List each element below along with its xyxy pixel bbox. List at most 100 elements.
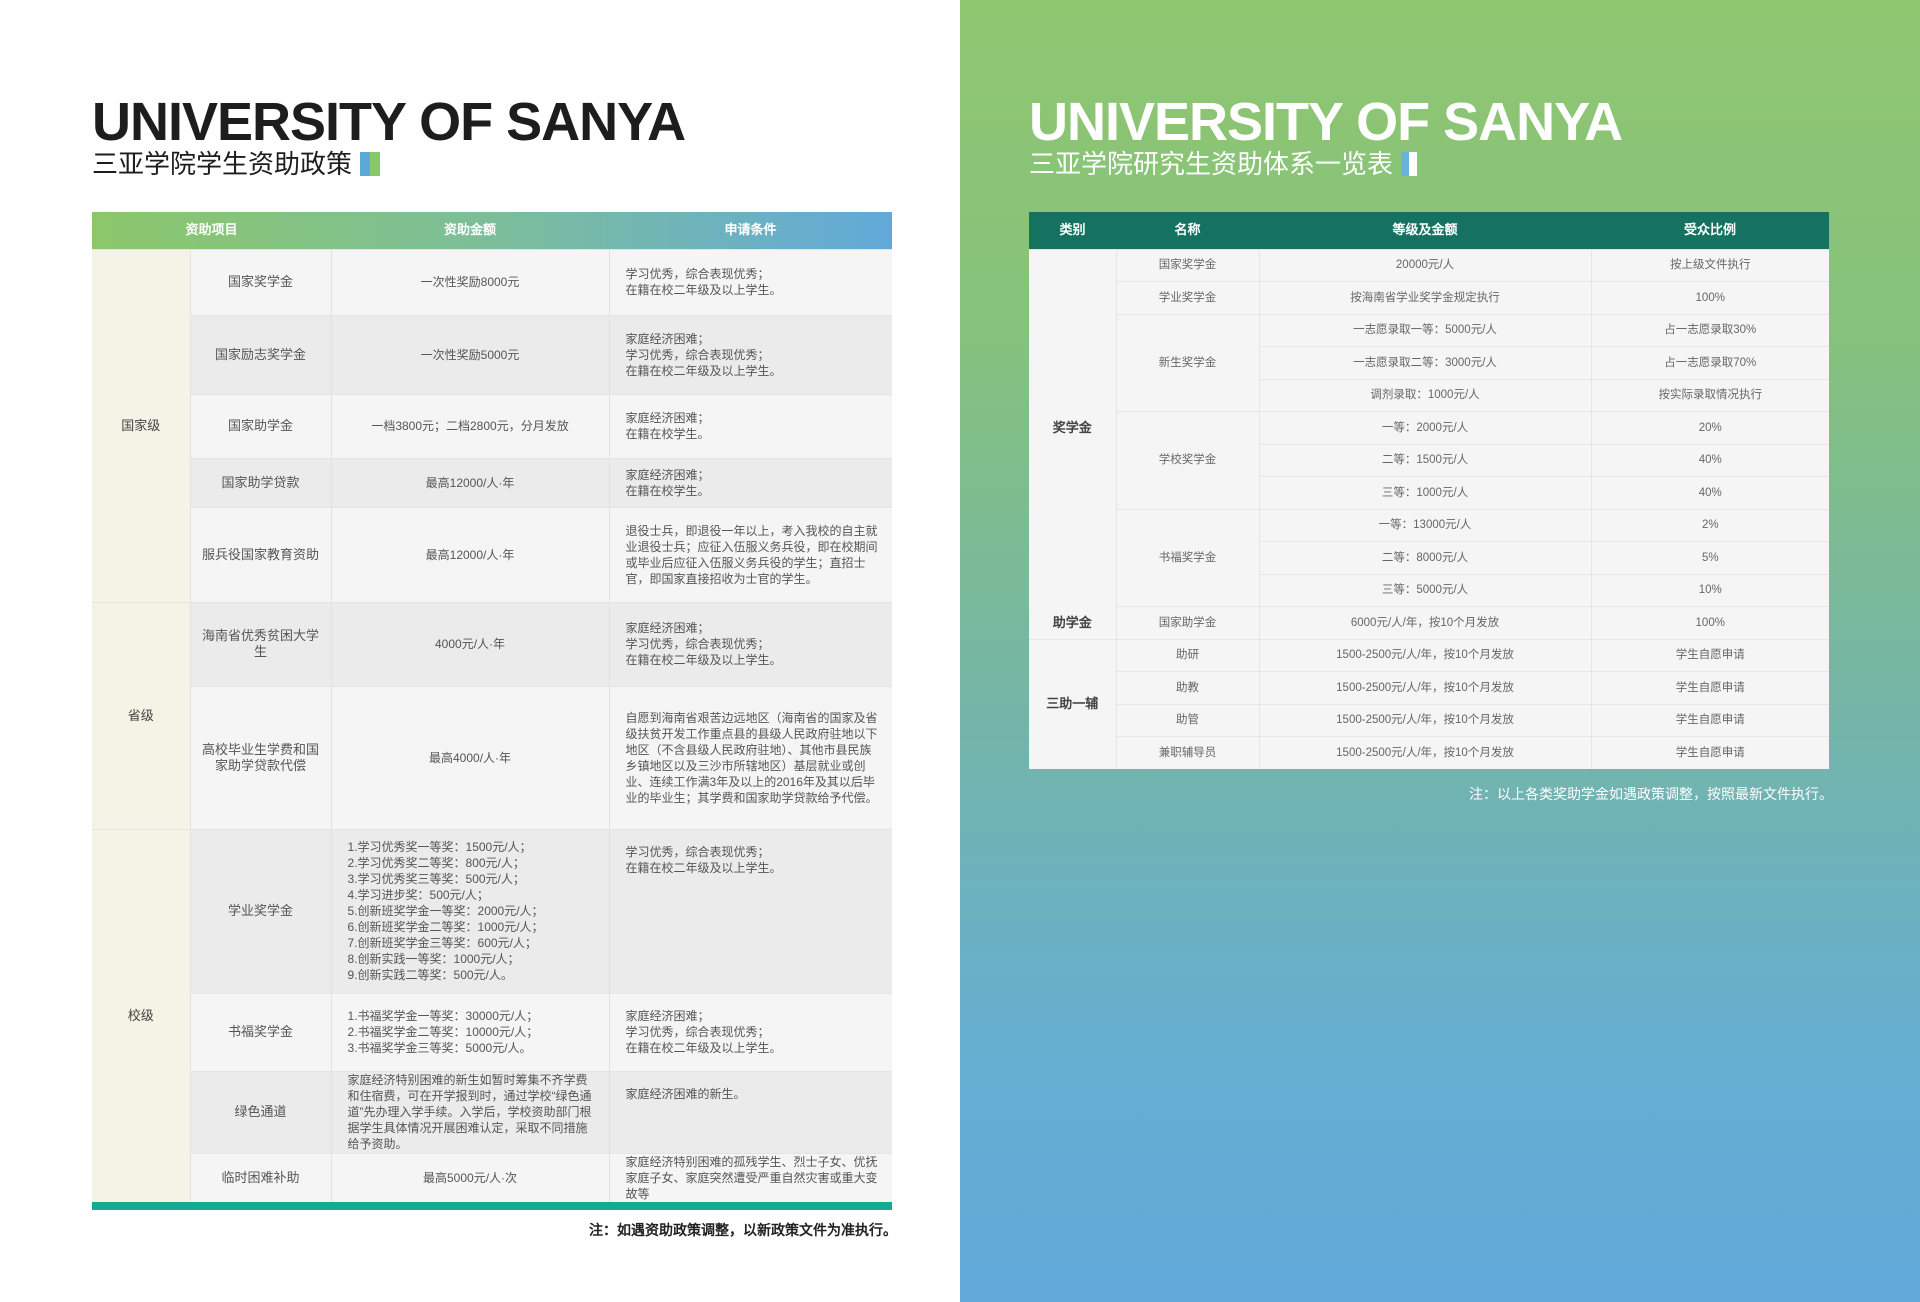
aid-name: 助管 — [1115, 703, 1259, 737]
table-row: 三助一辅 助研 1500-2500元/人/年，按10个月发放 学生自愿申请 — [1029, 638, 1829, 769]
aid-amount: 最高12000/人·年 — [330, 457, 610, 507]
aid-amount: 最高5000元/人·次 — [330, 1152, 610, 1202]
aid-name: 海南省优秀贫困大学生 — [189, 601, 332, 686]
audience-ratio: 2% — [1590, 508, 1829, 542]
header-conditions: 申请条件 — [724, 222, 777, 238]
level-amount: 1500-2500元/人/年，按10个月发放 — [1258, 736, 1591, 769]
table-row: 三等：5000元/人 10% — [1029, 573, 1829, 607]
table-row: 服兵役国家教育资助 最高12000/人·年 退役士兵，即退役一年以上，考入我校的自主… — [92, 506, 893, 602]
level-amount: 三等：1000元/人 — [1258, 476, 1591, 509]
aid-name: 国家助学金 — [189, 393, 332, 458]
header-aid-item: 资助项目 — [185, 222, 238, 238]
aid-amount: 1.学习优秀奖一等奖：1500元/人； 2.学习优秀奖二等奖：800元/人； 3… — [330, 828, 610, 993]
table-row: 二等：8000元/人 5% — [1029, 541, 1829, 574]
graduate-aid-table: 类别 名称 等级及金额 受众比例 奖学金 国家奖学金 20000元/人 按上级文件执行… — [1029, 212, 1829, 769]
header-ratio: 受众比例 — [1591, 212, 1829, 249]
table-bottom-bar — [92, 1202, 892, 1210]
level-amount: 一志愿录取一等：5000元/人 — [1258, 313, 1591, 347]
aid-name: 学校奖学金 — [1115, 411, 1259, 509]
color-block-icon — [360, 152, 381, 176]
table-row: 奖学金 国家奖学金 20000元/人 按上级文件执行 — [1029, 248, 1829, 607]
aid-name: 学业奖学金 — [189, 828, 332, 993]
aid-condition: 家庭经济困难的新生。 — [608, 1070, 893, 1153]
audience-ratio: 学生自愿申请 — [1590, 638, 1829, 672]
aid-name: 国家助学金 — [1115, 606, 1259, 639]
category-cell: 三助一辅 — [1029, 638, 1116, 769]
table-row: 二等：1500元/人 40% — [1029, 443, 1829, 477]
level-amount: 调剂录取：1000元/人 — [1258, 378, 1591, 412]
table-row: 新生奖学金 一志愿录取一等：5000元/人 占一志愿录取30% — [1029, 313, 1829, 412]
aid-condition: 家庭经济困难； 学习优秀，综合表现优秀； 在籍在校二年级及以上学生。 — [608, 601, 893, 686]
footnote: 注：以上各类奖助学金如遇政策调整，按照最新文件执行。 — [1469, 786, 1833, 802]
table-row: 助学金 国家助学金 6000元/人/年，按10个月发放 100% — [1029, 606, 1829, 639]
table-row: 高校毕业生学费和国家助学贷款代偿 最高4000/人·年 自愿到海南省艰苦边远地区（海… — [92, 685, 893, 829]
aid-amount: 家庭经济特别困难的新生如暂时筹集不齐学费和住宿费，可在开学报到时，通过学校“绿色… — [330, 1070, 610, 1153]
table-row: 书福奖学金 1.书福奖学金一等奖：30000元/人； 2.书福奖学金二等奖：100… — [92, 992, 893, 1071]
aid-condition: 家庭经济困难； 在籍在校学生。 — [608, 393, 893, 458]
aid-name: 书福奖学金 — [1115, 508, 1259, 607]
aid-name: 临时困难补助 — [189, 1152, 332, 1202]
aid-amount: 1.书福奖学金一等奖：30000元/人； 2.书福奖学金二等奖：10000元/人… — [330, 992, 610, 1071]
audience-ratio: 学生自愿申请 — [1590, 736, 1829, 769]
header-aid-amount: 资助金额 — [444, 222, 497, 238]
level-amount: 一志愿录取二等：3000元/人 — [1258, 346, 1591, 379]
header-level-amount: 等级及金额 — [1259, 212, 1591, 249]
aid-name: 国家助学贷款 — [189, 457, 332, 507]
table-row: 国家助学贷款 最高12000/人·年 家庭经济困难； 在籍在校学生。 — [92, 457, 893, 507]
level-cell: 国家级 — [92, 248, 190, 602]
table-row: 书福奖学金 一等：13000元/人 2% — [1029, 508, 1829, 607]
table-header-row: 资助项目 资助金额 申请条件 — [92, 212, 893, 249]
table-row: 国家级 国家奖学金 一次性奖励8000元 学习优秀，综合表现优秀； 在籍在校二年级及以… — [92, 248, 893, 602]
aid-condition: 学习优秀，综合表现优秀； 在籍在校二年级及以上学生。 — [608, 828, 893, 993]
table-row: 省级 海南省优秀贫困大学生 4000元/人·年 家庭经济困难； 学习优秀，综合表现优秀… — [92, 601, 893, 829]
aid-amount: 最高12000/人·年 — [330, 506, 610, 602]
level-amount: 三等：5000元/人 — [1258, 573, 1591, 607]
aid-amount: 最高4000/人·年 — [330, 685, 610, 829]
level-amount: 6000元/人/年，按10个月发放 — [1258, 606, 1591, 639]
table-row: 调剂录取：1000元/人 按实际录取情况执行 — [1029, 378, 1829, 412]
right-page: UNIVERSITY OF SANYA 三亚学院研究生资助体系一览表 类别 名称… — [960, 0, 1920, 1302]
aid-name: 书福奖学金 — [189, 992, 332, 1071]
audience-ratio: 5% — [1590, 541, 1829, 574]
level-amount: 二等：8000元/人 — [1258, 541, 1591, 574]
audience-ratio: 按上级文件执行 — [1590, 248, 1829, 282]
aid-amount: 一次性奖励5000元 — [330, 314, 610, 394]
left-page: UNIVERSITY OF SANYA 三亚学院学生资助政策 资助项目 资助金额… — [92, 92, 897, 1238]
aid-name: 高校毕业生学费和国家助学贷款代偿 — [189, 685, 332, 829]
audience-ratio: 100% — [1590, 606, 1829, 639]
table-row: 绿色通道 家庭经济特别困难的新生如暂时筹集不齐学费和住宿费，可在开学报到时，通过学… — [92, 1070, 893, 1153]
table-row: 国家助学金 一档3800元；二档2800元，分月发放 家庭经济困难； 在籍在校学生。 — [92, 393, 893, 458]
aid-name: 国家奖学金 — [189, 248, 332, 315]
aid-name: 新生奖学金 — [1115, 313, 1259, 412]
audience-ratio: 学生自愿申请 — [1590, 671, 1829, 704]
level-amount: 按海南省学业奖学金规定执行 — [1258, 281, 1591, 314]
color-block-icon — [1401, 152, 1418, 176]
level-cell: 校级 — [92, 828, 190, 1202]
category-cell: 助学金 — [1052, 614, 1092, 630]
header-name: 名称 — [1116, 212, 1259, 249]
aid-name: 兼职辅导员 — [1115, 736, 1259, 769]
level-amount: 20000元/人 — [1258, 248, 1591, 282]
aid-amount: 一次性奖励8000元 — [330, 248, 610, 315]
table-row: 助教 1500-2500元/人/年，按10个月发放 学生自愿申请 — [1029, 671, 1829, 704]
audience-ratio: 40% — [1590, 443, 1829, 477]
audience-ratio: 占一志愿录取30% — [1590, 313, 1829, 347]
aid-condition: 家庭经济困难； 学习优秀，综合表现优秀； 在籍在校二年级及以上学生。 — [608, 314, 893, 394]
aid-condition: 自愿到海南省艰苦边远地区（海南省的国家及省级扶贫开发工作重点县的县级人民政府驻地… — [608, 685, 893, 829]
aid-condition: 退役士兵，即退役一年以上，考入我校的自主就业退役士兵；应征入伍服义务兵役，即在校… — [608, 506, 893, 602]
table-row: 学业奖学金 按海南省学业奖学金规定执行 100% — [1029, 281, 1829, 314]
table-row: 三等：1000元/人 40% — [1029, 476, 1829, 509]
table-header-row: 类别 名称 等级及金额 受众比例 — [1029, 212, 1829, 249]
aid-name: 国家奖学金 — [1115, 248, 1259, 282]
aid-name: 助研 — [1115, 638, 1259, 672]
table-row: 校级 学业奖学金 1.学习优秀奖一等奖：1500元/人； 2.学习优秀奖二等奖：80… — [92, 828, 893, 1202]
aid-condition: 家庭经济特别困难的孤残学生、烈士子女、优抚家庭子女、家庭突然遭受严重自然灾害或重… — [608, 1152, 893, 1202]
table-row: 国家励志奖学金 一次性奖励5000元 家庭经济困难； 学习优秀，综合表现优秀； 在籍… — [92, 314, 893, 394]
aid-amount: 4000元/人·年 — [330, 601, 610, 686]
aid-name: 服兵役国家教育资助 — [189, 506, 332, 602]
header-category: 类别 — [1029, 212, 1116, 249]
aid-amount: 一档3800元；二档2800元，分月发放 — [330, 393, 610, 458]
category-cell: 奖学金 — [1029, 248, 1116, 607]
subtitle-text: 三亚学院学生资助政策 — [92, 149, 353, 179]
audience-ratio: 100% — [1590, 281, 1829, 314]
